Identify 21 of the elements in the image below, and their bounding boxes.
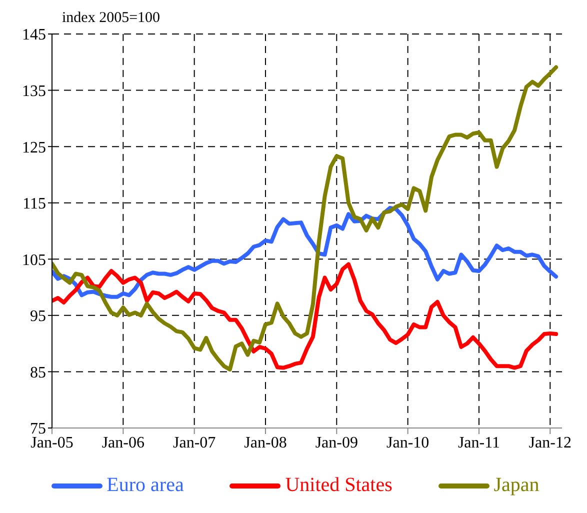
x-tick-label: Jan-07 [172,434,216,452]
legend-label: Japan [494,474,540,497]
line-series [52,262,558,370]
y-tick-label: 85 [30,364,46,382]
x-tick-label: Jan-06 [102,434,144,452]
x-tick-label: Jan-11 [458,434,500,452]
legend-label: United States [285,474,392,497]
y-tick-label: 95 [30,308,46,326]
y-tick-label: 145 [22,26,46,44]
x-tick-label: Jan-09 [315,434,358,452]
legend-label: Euro area [106,474,184,497]
line-series [52,65,558,372]
y-tick-label: 135 [22,82,46,100]
x-tick-label: Jan-12 [528,434,572,452]
x-tick-label: Jan-08 [244,434,287,452]
y-tick-label: 115 [22,196,46,213]
y-axis-title: index 2005=100 [62,10,160,27]
line-series [52,206,558,299]
x-tick-label: Jan-10 [386,434,430,452]
y-tick-label: 125 [22,139,46,156]
y-tick-label: 105 [22,252,46,269]
